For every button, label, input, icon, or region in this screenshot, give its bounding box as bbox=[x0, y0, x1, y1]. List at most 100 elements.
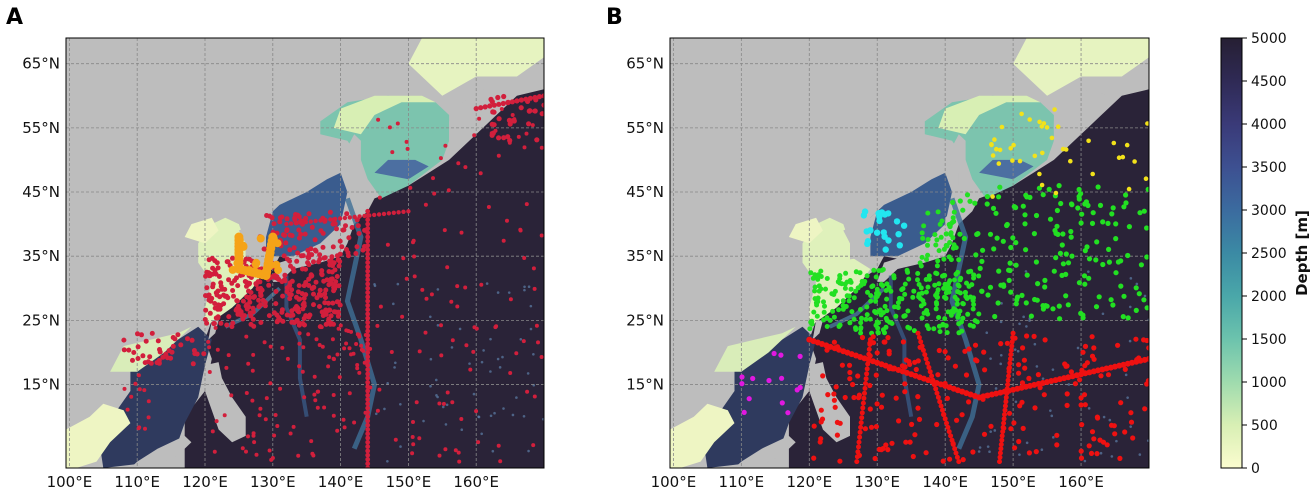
station-point bbox=[1002, 412, 1007, 417]
station-point bbox=[863, 316, 869, 322]
lat-label: 15°N bbox=[22, 376, 60, 394]
station-point bbox=[365, 315, 371, 321]
station-point bbox=[244, 391, 249, 395]
station-point bbox=[873, 295, 879, 300]
station-point bbox=[305, 247, 311, 253]
station-point bbox=[365, 337, 371, 342]
station-point bbox=[279, 309, 285, 315]
station-point bbox=[872, 309, 878, 314]
station-point bbox=[1097, 202, 1104, 208]
station-point bbox=[922, 352, 928, 358]
station-point bbox=[902, 381, 908, 387]
station-point bbox=[431, 176, 435, 181]
station-point bbox=[1144, 225, 1149, 231]
station-point bbox=[478, 105, 484, 111]
station-point bbox=[328, 313, 334, 319]
lon-label: 120°E bbox=[182, 473, 228, 491]
station-point bbox=[1089, 220, 1096, 226]
station-point bbox=[951, 219, 957, 224]
station-point bbox=[927, 369, 933, 375]
station-point bbox=[925, 237, 931, 242]
station-point bbox=[258, 302, 264, 308]
station-point bbox=[365, 226, 371, 231]
station-point bbox=[857, 429, 863, 435]
station-point bbox=[320, 244, 326, 250]
station-point bbox=[1008, 347, 1014, 353]
station-point bbox=[508, 371, 513, 375]
station-point bbox=[1019, 292, 1025, 298]
station-point bbox=[203, 307, 209, 313]
station-point bbox=[303, 219, 309, 225]
station-point bbox=[496, 135, 502, 141]
station-point bbox=[1108, 297, 1114, 303]
station-point bbox=[878, 281, 884, 287]
station-point bbox=[323, 217, 328, 223]
station-point bbox=[936, 315, 942, 320]
station-point bbox=[847, 369, 853, 376]
station-point bbox=[308, 273, 314, 279]
station-point bbox=[226, 353, 231, 358]
station-point bbox=[874, 286, 880, 292]
station-point bbox=[206, 257, 212, 263]
station-point bbox=[823, 286, 828, 292]
station-point bbox=[824, 324, 830, 329]
station-point bbox=[881, 211, 889, 218]
seamount bbox=[993, 429, 997, 432]
station-point bbox=[956, 283, 962, 289]
seamount bbox=[977, 450, 981, 453]
station-point bbox=[365, 251, 371, 257]
station-point bbox=[311, 453, 316, 458]
station-point bbox=[365, 452, 371, 458]
lat-label: 25°N bbox=[22, 311, 60, 329]
station-point bbox=[486, 205, 491, 209]
station-point bbox=[920, 235, 926, 241]
station-point bbox=[941, 412, 947, 417]
station-point bbox=[893, 218, 901, 225]
station-point bbox=[937, 329, 943, 335]
station-point bbox=[947, 240, 953, 245]
seamount bbox=[527, 285, 531, 288]
seamount bbox=[1049, 409, 1052, 412]
station-point bbox=[341, 227, 347, 233]
station-point bbox=[1023, 300, 1029, 306]
station-point bbox=[495, 94, 501, 101]
station-point bbox=[267, 448, 272, 453]
station-point bbox=[1008, 244, 1014, 251]
station-point bbox=[1113, 221, 1119, 227]
station-point bbox=[226, 314, 232, 320]
seamount bbox=[1083, 459, 1087, 463]
seamount bbox=[482, 349, 485, 352]
station-point bbox=[913, 366, 919, 373]
station-point bbox=[840, 298, 846, 304]
station-point bbox=[163, 351, 169, 357]
station-point bbox=[854, 459, 860, 465]
station-point bbox=[146, 415, 151, 420]
station-point bbox=[997, 459, 1002, 465]
seamount bbox=[485, 282, 489, 285]
station-point bbox=[303, 266, 309, 272]
seamount bbox=[480, 432, 483, 436]
seamount bbox=[429, 357, 433, 361]
station-point bbox=[1078, 220, 1084, 226]
station-point bbox=[147, 354, 153, 360]
station-point bbox=[289, 221, 294, 226]
station-point bbox=[248, 313, 254, 319]
seamount bbox=[472, 392, 476, 396]
station-point bbox=[918, 303, 924, 309]
station-point bbox=[390, 150, 395, 155]
korea bbox=[843, 211, 878, 260]
station-point bbox=[246, 361, 251, 366]
station-point bbox=[816, 288, 822, 294]
station-point bbox=[1133, 285, 1139, 291]
station-point bbox=[443, 447, 448, 452]
station-point bbox=[314, 337, 319, 342]
station-point bbox=[289, 278, 295, 284]
station-point bbox=[510, 113, 515, 117]
station-point bbox=[821, 299, 826, 305]
station-point bbox=[1130, 435, 1136, 441]
station-point bbox=[240, 446, 245, 451]
station-point bbox=[954, 297, 960, 303]
seamount bbox=[468, 362, 471, 365]
station-point bbox=[228, 265, 237, 274]
station-point bbox=[365, 384, 371, 390]
